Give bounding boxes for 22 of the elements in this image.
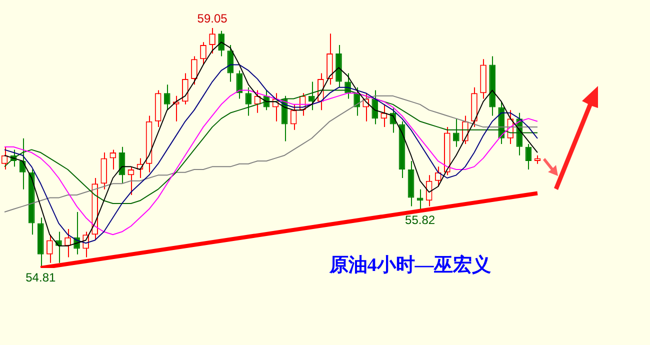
annotation: 55.82: [405, 213, 436, 228]
candlestick: [209, 28, 216, 54]
candlestick: [326, 33, 333, 86]
candlestick: [236, 70, 243, 100]
annotation: 59.05: [197, 11, 228, 26]
candlestick: [182, 72, 188, 105]
candlestick: [245, 86, 252, 116]
candlestick: [525, 144, 532, 170]
candlestick: [372, 90, 378, 125]
text: 原油4小时—巫宏义: [328, 254, 492, 278]
candlestick: [308, 81, 315, 111]
annotation: 54.81: [26, 270, 56, 284]
candlestick: [64, 228, 71, 258]
candlestick: [453, 118, 460, 148]
candlestick: [290, 104, 297, 130]
candlestick: [100, 152, 108, 190]
candlestick: [191, 56, 198, 86]
candlestick: [218, 30, 224, 57]
candlestick: [200, 42, 206, 66]
candlestick: [227, 44, 234, 82]
candlestick: [164, 84, 170, 111]
candlestick: [46, 234, 53, 264]
